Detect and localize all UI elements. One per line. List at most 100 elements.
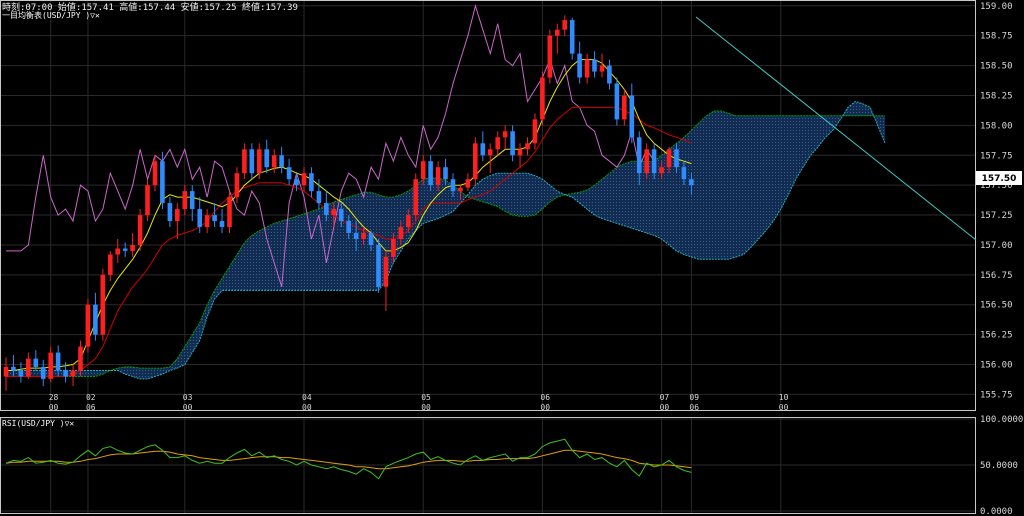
y-tick-label: 157.00	[980, 241, 1013, 251]
leading-span-b	[6, 100, 886, 380]
y-tick-label: 157.75	[980, 151, 1013, 161]
candle-body	[227, 197, 232, 227]
x-tick-label: 02	[86, 393, 96, 402]
rsi-chart-title-bar[interactable]: RSI(USD/JPY )▽✕	[2, 419, 74, 428]
x-tick-label: 00	[421, 403, 431, 412]
y-tick-label: 157.25	[980, 211, 1013, 221]
candle-body	[629, 95, 635, 138]
candle-body	[592, 59, 597, 72]
candle-body	[85, 304, 91, 347]
rsi-y-tick-label: 100.0000	[980, 415, 1023, 425]
candle-body	[11, 366, 16, 371]
candle-body	[495, 137, 500, 150]
current-price-box	[976, 171, 1022, 185]
candle-body	[338, 209, 344, 222]
candle-body	[175, 209, 180, 222]
rsi-chart-title[interactable]: RSI(USD/JPY )▽✕	[2, 419, 75, 428]
x-tick-label: 00	[779, 403, 789, 412]
candle-body	[212, 215, 217, 222]
candle-body	[532, 119, 538, 144]
y-tick-label: 157.50	[980, 181, 1013, 191]
candle-body	[473, 143, 478, 180]
y-tick-label: 156.25	[980, 331, 1013, 341]
main-chart-title-bar[interactable]: 一目均衡表(USD/JPY )▽✕	[2, 10, 100, 21]
x-tick-label: 07	[660, 393, 670, 402]
candle-body	[636, 137, 642, 174]
candle-body	[555, 29, 560, 36]
main-chart-title[interactable]: 一目均衡表(USD/JPY )▽✕	[2, 11, 100, 20]
candle-body	[48, 352, 53, 379]
candle-body	[78, 346, 83, 371]
candle-body	[331, 209, 337, 216]
lagging-span-line	[6, 3, 655, 287]
candle-body	[577, 53, 582, 78]
candle-body	[346, 221, 351, 233]
candle-body	[145, 185, 150, 216]
candle-body	[219, 221, 225, 227]
x-tick-label: 06	[689, 403, 699, 412]
candle-body	[167, 203, 173, 221]
candle-body	[406, 215, 411, 228]
candle-body	[93, 304, 98, 335]
candle-body	[502, 131, 508, 138]
x-tick-label: 06	[540, 393, 550, 402]
y-tick-label: 159.00	[980, 2, 1013, 12]
candle-body	[435, 167, 441, 186]
candle-body	[420, 161, 426, 180]
candle-body	[562, 20, 567, 30]
candle-body	[376, 245, 381, 287]
candle-body	[115, 248, 120, 255]
candle-body	[547, 35, 553, 78]
candle-body	[607, 65, 612, 84]
candle-body	[316, 191, 322, 204]
x-tick-label: 04	[302, 393, 312, 402]
candle-body	[517, 149, 523, 156]
current-price-marker: 157.50	[976, 171, 1022, 185]
y-tick-label: 158.75	[980, 32, 1013, 42]
x-tick-label: 28	[49, 393, 59, 402]
candle-body	[40, 366, 46, 379]
rsi-line	[5, 438, 692, 480]
candle-body	[599, 65, 605, 72]
candle-body	[301, 173, 307, 186]
candle-body	[622, 95, 627, 120]
candlesticks	[3, 15, 694, 391]
rsi-panel-frame	[0, 417, 976, 514]
candle-body	[361, 233, 366, 239]
candle-body	[137, 215, 143, 245]
rsi-axis: 100.0000 50.0000 0.0000	[980, 415, 1023, 516]
y-tick-label: 156.50	[980, 301, 1013, 311]
x-tick-label: 00	[183, 403, 193, 412]
trendline[interactable]	[695, 16, 977, 241]
rsi-y-tick-label: 0.0000	[980, 507, 1013, 516]
candle-body	[353, 233, 359, 239]
y-tick-label: 158.50	[980, 62, 1013, 72]
candle-body	[309, 173, 314, 192]
candle-body	[584, 59, 590, 78]
x-tick-label: 09	[689, 393, 699, 402]
candle-body	[197, 209, 202, 227]
candle-body	[540, 77, 545, 120]
candle-body	[614, 83, 620, 120]
candle-body	[249, 149, 255, 174]
candle-body	[294, 179, 299, 186]
y-tick-label: 158.00	[980, 121, 1013, 131]
leading-span-a	[6, 110, 886, 377]
candle-body	[234, 173, 240, 198]
price-panel-frame	[0, 0, 976, 411]
x-tick-label: 10	[779, 393, 789, 402]
y-tick-label: 158.25	[980, 91, 1013, 101]
candle-body	[525, 143, 530, 150]
candle-body	[480, 143, 486, 156]
y-tick-label: 156.75	[980, 271, 1013, 281]
x-tick-label: 00	[540, 403, 550, 412]
cloud-fill	[6, 101, 886, 379]
candle-body	[368, 233, 374, 245]
candle-body	[279, 155, 284, 168]
candle-body	[33, 358, 39, 367]
rsi-panel: 100.0000 50.0000 0.0000	[0, 415, 1023, 516]
candle-body	[487, 149, 493, 156]
candle-body	[458, 187, 463, 192]
